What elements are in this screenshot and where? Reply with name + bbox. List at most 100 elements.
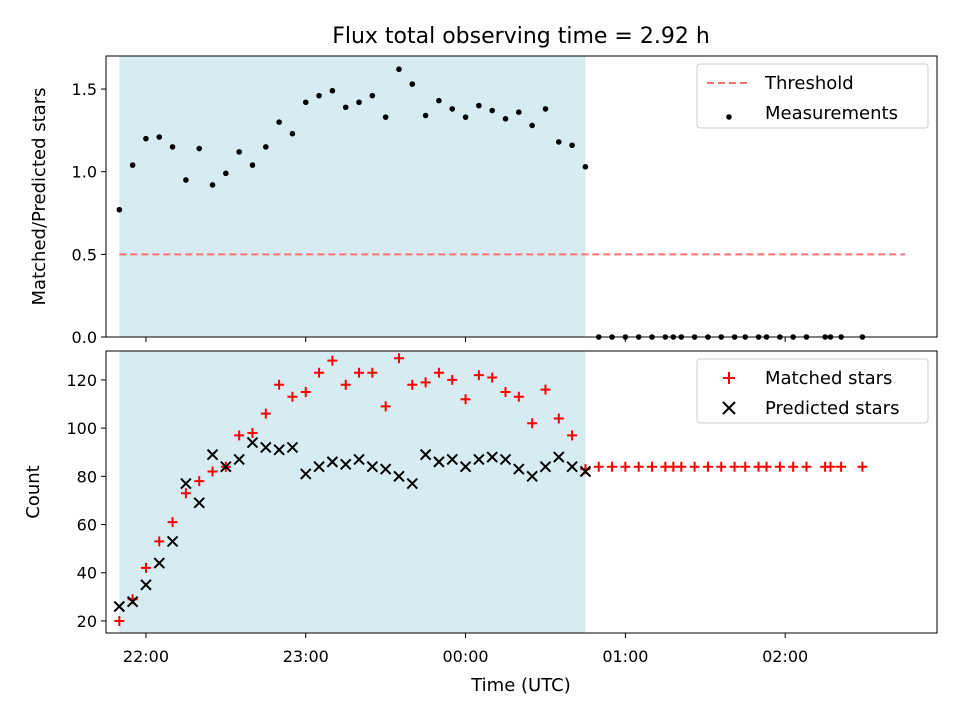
matched-star-point (274, 379, 285, 390)
legend-x-marker (722, 401, 736, 415)
matched-star-point (114, 615, 125, 626)
y-tick-label: 20 (77, 612, 97, 631)
matched-star-point (729, 461, 740, 472)
measurement-point (449, 106, 456, 112)
matched-star-point (460, 394, 471, 405)
predicted-star-point (193, 497, 205, 509)
predicted-star-point (260, 441, 272, 454)
matched-star-point (327, 355, 338, 366)
matched-star-point (154, 536, 165, 547)
predicted-star-point (526, 470, 538, 483)
measurement-point (422, 112, 429, 119)
predicted-star-point (206, 448, 219, 461)
matched-star-point (774, 461, 785, 472)
predicted-star-point (499, 453, 512, 466)
matched-star-point (247, 427, 258, 438)
x-axis-ticks: 22:00 23:00 00:00 01:00 02:00 (123, 647, 808, 666)
legend-box (696, 358, 929, 424)
predicted-star-point (513, 463, 525, 475)
x-tick-label: 22:00 (123, 647, 169, 666)
y-tick-label: 60 (77, 516, 97, 535)
measurement-point (529, 122, 535, 129)
chart-title: Flux total observing time = 2.92 h (332, 24, 710, 49)
predicted-star-point (286, 441, 299, 454)
matched-star-point (447, 374, 458, 385)
predicted-star-point (246, 436, 259, 449)
matched-star-point (857, 461, 868, 472)
x-tick-label: 01:00 (602, 647, 648, 666)
matched-star-point (140, 562, 151, 573)
predicted-star-point (459, 460, 472, 473)
predicted-star-point (273, 444, 285, 456)
legend-dot-marker (726, 114, 732, 120)
measurement-point (249, 162, 256, 168)
measurement-point (289, 130, 296, 137)
x-tick-label: 02:00 (762, 647, 808, 666)
predicted-star-point (486, 451, 498, 463)
predicted-star-point (313, 460, 325, 473)
y-tick-label: 1.5 (72, 80, 97, 99)
matched-star-point (260, 408, 271, 419)
measurement-point (382, 114, 389, 120)
predicted-star-point (473, 453, 485, 466)
predicted-star-point (433, 456, 445, 468)
matched-star-point (527, 418, 538, 429)
measurement-point (169, 144, 176, 150)
measurement-point (516, 109, 522, 115)
predicted-star-point (300, 468, 312, 480)
matched-star-point (194, 476, 205, 487)
predicted-star-point (353, 453, 365, 466)
matched-star-point (647, 461, 658, 472)
matched-star-point (287, 391, 298, 402)
matched-star-point (207, 466, 218, 477)
observing-window-shade (119, 56, 586, 337)
legend-box (696, 63, 929, 129)
measurement-point (116, 206, 123, 213)
measurement-point (489, 107, 496, 114)
matched-star-point (180, 488, 191, 499)
matched-star-point (761, 461, 772, 472)
predicted-star-point (566, 460, 578, 473)
axes-frame (105, 350, 938, 634)
predicted-star-point (366, 460, 379, 473)
measurement-point (209, 182, 216, 188)
axes-frame (105, 55, 938, 338)
predicted-star-point (180, 477, 192, 490)
predicted-star-point (539, 460, 552, 473)
y-tick-label: 1.0 (72, 163, 97, 182)
measurement-point (316, 92, 322, 99)
y-axis-label: Count (23, 465, 44, 518)
measurement-point (302, 99, 309, 106)
matched-star-point (340, 379, 351, 390)
legend-label: Predicted stars (765, 398, 899, 419)
measurement-point (502, 116, 509, 122)
x-tick-label: 23:00 (283, 647, 329, 666)
measurement-point (342, 104, 349, 111)
count-panel: 20 40 60 80 100 120 Count Matched stars Predicte… (23, 350, 938, 638)
x-tick-label: 00:00 (443, 647, 489, 666)
measurement-point (263, 144, 269, 150)
ratio-panel: 0.0 0.5 1.0 1.5 Matched/Predicted stars Thres… (29, 55, 938, 347)
matched-star-point (354, 367, 365, 378)
measurement-point (569, 142, 575, 149)
predicted-star-point (419, 448, 432, 461)
measurement-point (356, 99, 362, 106)
measurement-point (462, 114, 469, 120)
legend-label: Threshold (764, 73, 854, 94)
measurement-point (129, 162, 136, 168)
observing-window-shade (119, 351, 586, 633)
measurement-point (276, 119, 282, 125)
y-tick-label: 120 (66, 371, 97, 390)
matched-star-point (689, 461, 700, 472)
predicted-star-point (340, 458, 352, 470)
matched-star-point (620, 461, 631, 472)
matched-star-point (740, 461, 751, 472)
measurement-point (409, 81, 416, 87)
measurement-point (156, 134, 163, 140)
matched-star-point (513, 391, 524, 402)
measurement-point (196, 145, 203, 152)
predicted-star-point (220, 460, 232, 473)
y-tick-label: 0.0 (72, 328, 97, 347)
measurement-point (236, 149, 242, 155)
